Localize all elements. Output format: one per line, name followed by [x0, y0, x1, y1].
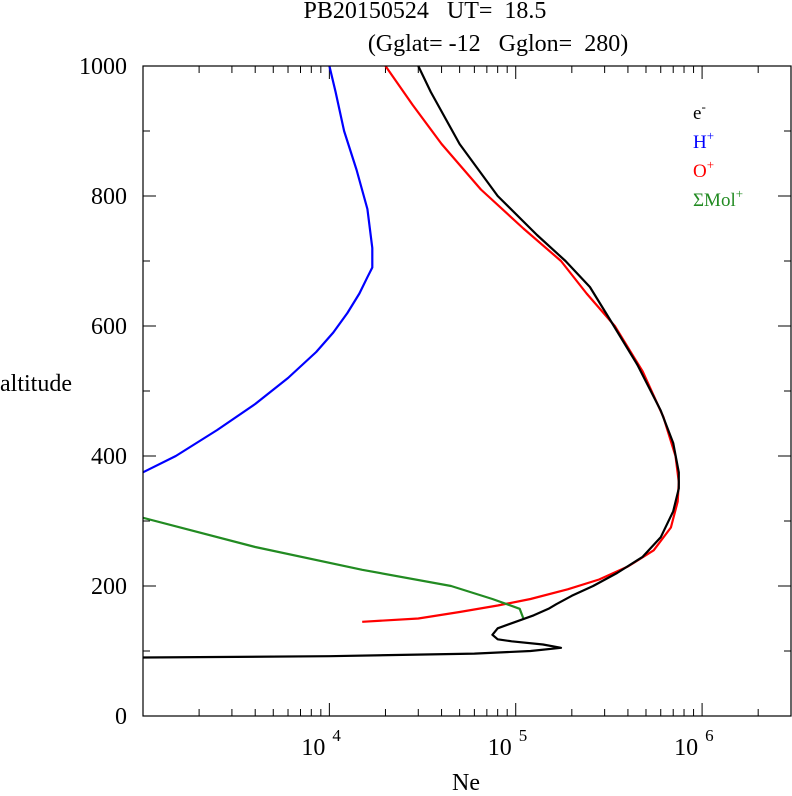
plot-frame: [142, 65, 792, 717]
legend-entry: ΣMol+: [693, 186, 743, 211]
x-axis-label: Ne: [452, 770, 480, 796]
legend-entry-superscript: +: [736, 186, 743, 201]
legend-entry: H+: [693, 128, 714, 153]
x-tick-label-exponent: 6: [705, 726, 714, 745]
x-tick-label-exponent: 5: [519, 726, 528, 745]
x-tick-labels: 10 4 10 5 10 6: [301, 726, 713, 761]
legend-entry: O+: [693, 157, 714, 182]
legend-entry-superscript: -: [701, 99, 705, 114]
legend: e- H+ O+ ΣMol+: [693, 99, 743, 211]
y-tick-label: 400: [91, 444, 127, 470]
y-tick-label: 0: [115, 704, 127, 730]
y-tick-label: 600: [91, 314, 127, 340]
x-tick-label: 10: [674, 735, 698, 761]
legend-entry-superscript: +: [707, 157, 714, 172]
y-tick-label: 1000: [79, 54, 127, 80]
series-line-1: [143, 66, 374, 474]
x-tick-label: 10: [488, 735, 512, 761]
series-group: [143, 66, 680, 659]
x-tick-label-exponent: 4: [332, 726, 341, 745]
series-line-2: [362, 66, 680, 623]
chart-title-line2: (Gglat= -12 Gglon= 280): [368, 31, 628, 57]
y-tick-labels: 0 200 400 600 800 1000: [79, 54, 127, 730]
series-line-3: [143, 516, 525, 619]
legend-entry: e-: [693, 99, 706, 124]
y-tick-label: 800: [91, 184, 127, 210]
legend-entry-superscript: +: [707, 128, 714, 143]
y-axis-label: altitude: [0, 371, 72, 397]
x-tick-label: 10: [301, 735, 325, 761]
chart-title-line1: PB20150524 UT= 18.5: [304, 0, 547, 24]
series-line-0: [143, 66, 680, 659]
y-tick-label: 200: [91, 574, 127, 600]
